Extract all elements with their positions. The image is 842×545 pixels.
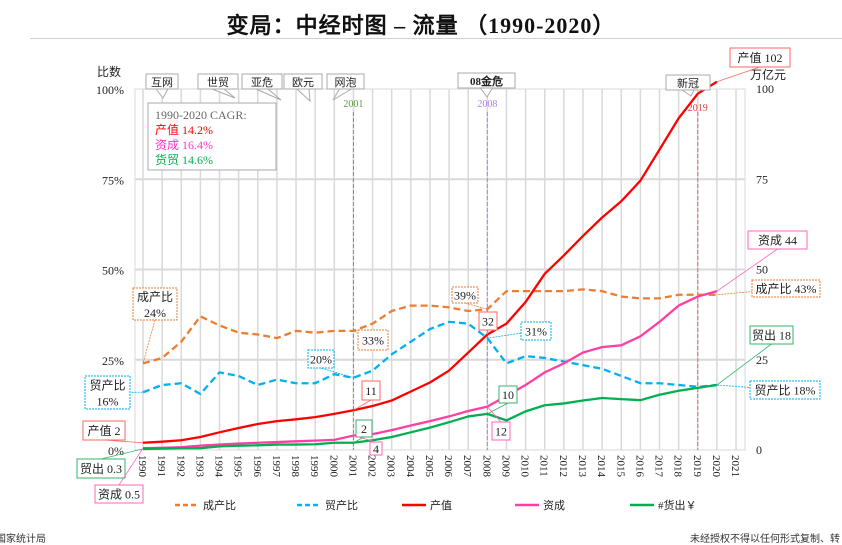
callout-label: 成产比 43%	[756, 282, 817, 296]
callout-label: 39%	[454, 289, 476, 303]
callout-label: 贸出 0.3	[80, 462, 122, 476]
left-axis-tick: 50%	[102, 264, 124, 278]
event-callout-tail	[682, 90, 694, 96]
x-axis-tick: 1998	[289, 455, 301, 478]
x-axis-tick: 2009	[499, 455, 511, 478]
x-axis-tick: 2010	[519, 455, 531, 478]
legend-item: 贸产比	[325, 498, 358, 512]
callout-label: 32	[482, 315, 494, 329]
event-label-0: 互网	[151, 77, 173, 89]
x-axis-tick: 2021	[729, 455, 741, 477]
left-axis-label: 比数	[97, 64, 121, 79]
callout-label: 4	[373, 442, 379, 456]
x-axis-tick: 1996	[251, 455, 263, 478]
event-label-4: 网泡	[335, 75, 357, 89]
x-axis-tick: 1991	[155, 455, 167, 477]
x-axis-tick: 2020	[710, 455, 722, 478]
callout-label: 24%	[144, 306, 166, 320]
event-label-2: 亚危	[251, 76, 273, 89]
callout-label: 2	[361, 422, 367, 436]
event-callout-tail	[212, 89, 235, 98]
x-axis-tick: 1997	[270, 455, 282, 478]
x-axis-tick: 2004	[404, 455, 416, 478]
left-axis-tick: 0%	[108, 444, 124, 458]
callout-label: 资成 0.5	[98, 488, 140, 502]
callout-label: 12	[495, 425, 507, 439]
x-axis-tick: 2006	[442, 455, 454, 478]
right-axis-tick: 50	[756, 263, 768, 277]
x-axis-tick: 2001	[346, 455, 358, 477]
legend-item: 资成	[543, 499, 565, 512]
x-axis-tick: 1999	[308, 455, 320, 478]
x-axis-tick: 2013	[576, 455, 588, 478]
event-label-1: 世贸	[207, 76, 229, 89]
callout-label: 贸产比 18%	[755, 384, 816, 398]
event-label-6: 新冠	[677, 76, 699, 90]
event-year-label: 2008	[477, 99, 497, 110]
x-axis-tick: 2019	[691, 455, 703, 478]
x-axis-tick: 2002	[366, 455, 378, 477]
callout-label: 10	[502, 388, 514, 402]
x-axis-tick: 2008	[480, 455, 492, 478]
event-label-3: 欧元	[292, 76, 314, 89]
callout-label: 资成 44	[758, 234, 797, 248]
event-callout-tail	[481, 88, 493, 97]
x-axis-tick: 2000	[327, 455, 339, 478]
left-axis-tick: 100%	[96, 83, 124, 97]
callout-leader	[321, 368, 353, 378]
x-axis-tick: 2014	[595, 455, 607, 478]
x-axis-tick: 1994	[213, 455, 225, 478]
legend-item: #货出￥	[658, 498, 697, 512]
cagr-item: 产值 14.2%	[155, 122, 213, 137]
callout-label: 16%	[97, 395, 119, 409]
legend-item: 成产比	[203, 498, 236, 512]
x-axis-tick: 2007	[461, 455, 473, 478]
right-axis-tick: 75	[756, 172, 768, 186]
cagr-item: 资成 16.4%	[155, 138, 213, 152]
callout-label: 产值 102	[737, 50, 782, 65]
right-axis-tick: 25	[756, 353, 768, 367]
right-axis-tick: 100	[756, 82, 774, 96]
callout-label: 成产比	[137, 290, 173, 304]
x-axis-tick: 2016	[633, 455, 645, 478]
callout-label: 贸出 18	[752, 329, 791, 343]
footer-copyright: 未经授权不得以任何形式复制、转	[690, 530, 840, 545]
event-callout-tail	[156, 89, 168, 98]
callout-label: 33%	[362, 334, 384, 348]
callout-label: 11	[365, 384, 377, 398]
cagr-item: 货贸 14.6%	[155, 152, 213, 167]
callout-label: 31%	[525, 325, 547, 339]
footer-source: 国家统计局	[0, 530, 46, 545]
callout-leader	[143, 320, 155, 363]
x-axis-tick: 1990	[136, 455, 148, 478]
x-axis-tick: 2017	[653, 455, 665, 478]
event-callout-tail	[297, 89, 310, 101]
left-axis-tick: 25%	[102, 354, 124, 368]
x-axis-tick: 2018	[672, 455, 684, 478]
callout-label: 产值 2	[87, 423, 120, 438]
x-axis-tick: 1993	[193, 455, 205, 478]
x-axis-tick: 1995	[232, 455, 244, 478]
x-axis-tick: 2012	[557, 455, 569, 477]
x-axis-tick: 2011	[538, 455, 550, 477]
callout-label: 贸产比	[89, 379, 125, 393]
event-label-5: 08金危	[470, 74, 503, 88]
x-axis-tick: 2005	[423, 455, 435, 478]
callout-label: 20%	[310, 353, 332, 367]
cagr-title: 1990-2020 CAGR:	[155, 108, 247, 122]
right-axis-tick: 0	[756, 443, 762, 457]
x-axis-tick: 1992	[174, 455, 186, 477]
event-year-label: 2001	[343, 99, 363, 110]
event-year-label: 2019	[688, 103, 708, 114]
x-axis-tick: 2015	[614, 455, 626, 478]
right-axis-unit: 万亿元	[750, 67, 786, 82]
x-axis-tick: 2003	[385, 455, 397, 478]
left-axis-tick: 75%	[102, 173, 124, 187]
legend-item: 产值	[430, 498, 452, 512]
